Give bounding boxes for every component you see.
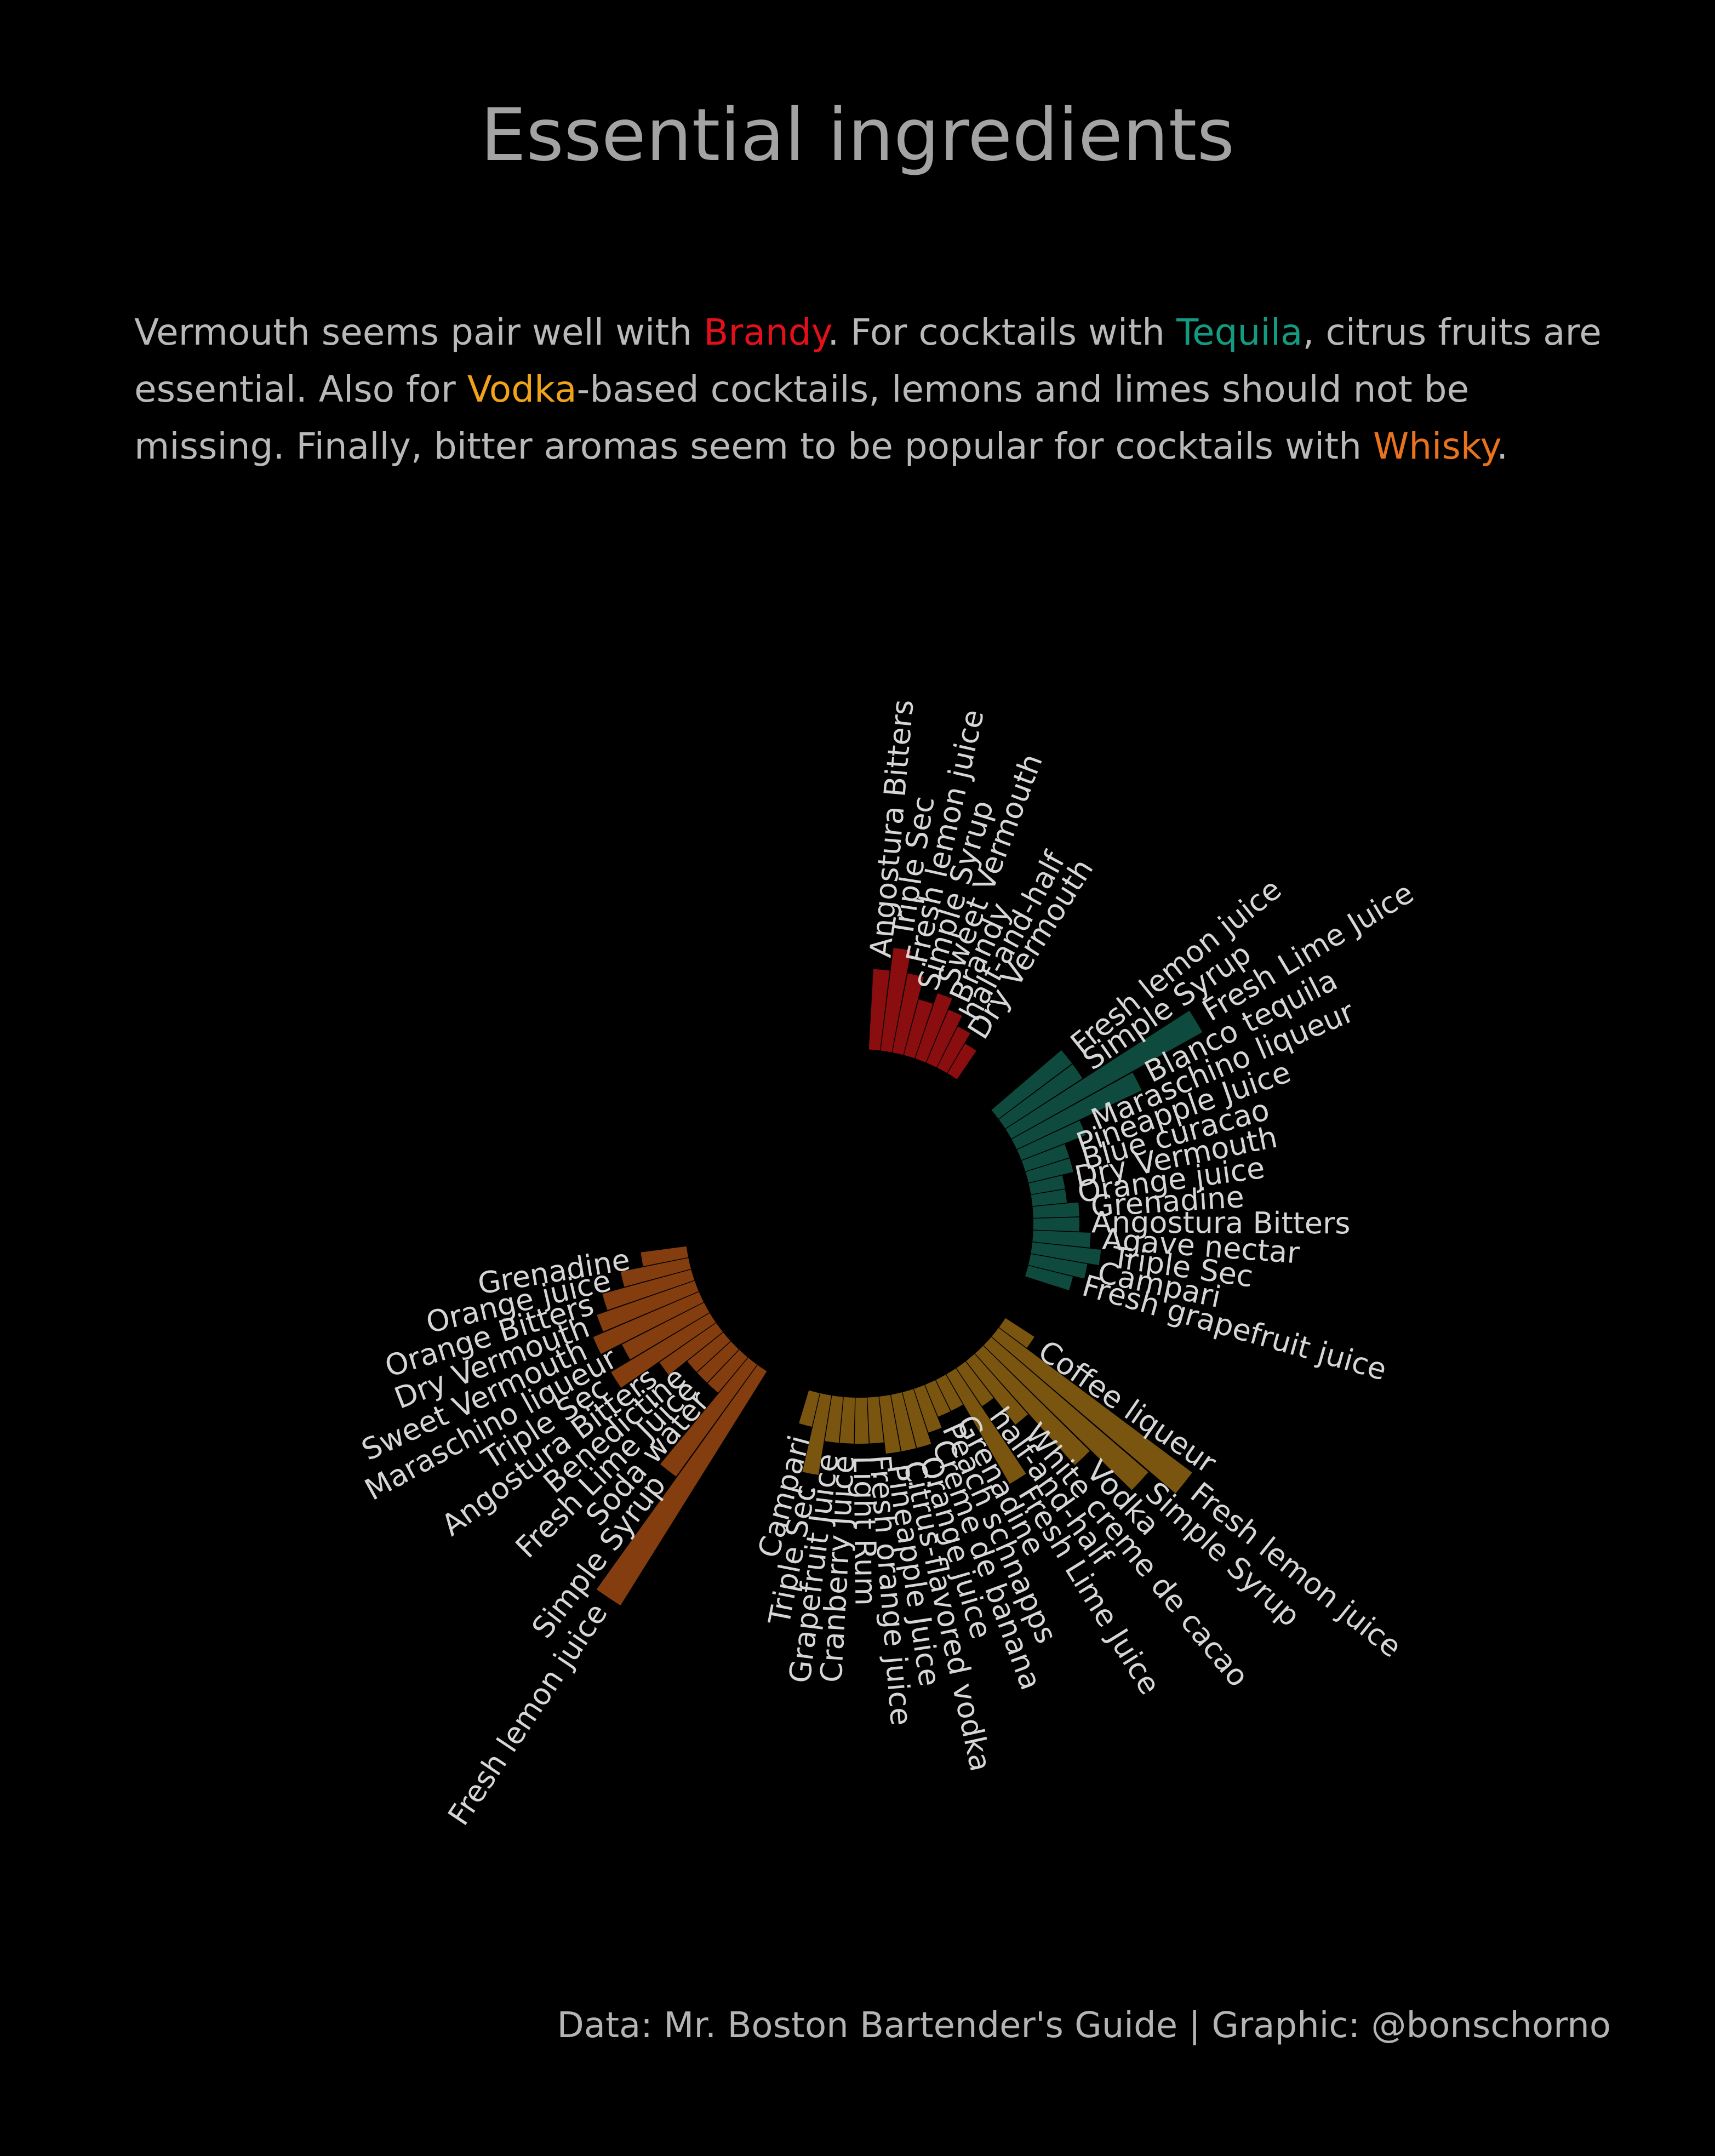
subtitle-text-3: , citrus fruits are essential. Also for xyxy=(134,311,1602,410)
bar-whisky-soda-water xyxy=(707,1349,748,1393)
bar-brandy-half-and-half xyxy=(937,1026,970,1073)
bar-tequila-fresh-lime-juice xyxy=(1005,1010,1203,1139)
bar-vodka-fresh-orange-juice xyxy=(867,1397,884,1444)
bar-tequila-angostura-bitters xyxy=(1033,1217,1079,1232)
highlight-vodka: Vodka xyxy=(467,368,577,410)
bar-whisky-grenadine xyxy=(641,1246,689,1267)
bar-vodka-citrus-flavored-vodka xyxy=(891,1392,916,1451)
subtitle-text-4: -based cocktails, lemons and limes shoul… xyxy=(134,368,1470,467)
bar-whisky-benedictine xyxy=(687,1332,731,1372)
bar-tequila-triple-sec xyxy=(1031,1242,1101,1266)
bar-whisky-angostura-bitters xyxy=(659,1323,723,1375)
bar-tequila-blanco-tequila xyxy=(1011,1072,1142,1150)
subtitle-text-5: . xyxy=(1496,425,1508,467)
bar-vodka-half-and-half xyxy=(956,1361,994,1406)
label-vodka-light-rum: Light Rum xyxy=(847,1456,883,1606)
bar-whisky-dry-vermouth xyxy=(597,1280,699,1332)
bar-whisky-maraschino-liqueur xyxy=(622,1302,710,1360)
bar-tequila-pineapple-juice xyxy=(1021,1144,1070,1171)
bar-tequila-maraschino-liqueur xyxy=(1017,1120,1086,1160)
bar-tequila-agave-nectar xyxy=(1032,1230,1091,1248)
bar-vodka-grenadine xyxy=(936,1374,963,1411)
bar-vodka-cranberry-juice xyxy=(839,1397,855,1444)
label-tequila-angostura-bitters: Angostura Bitters xyxy=(1091,1205,1351,1240)
bar-vodka-fresh-lemon-juice xyxy=(991,1328,1192,1494)
bar-whisky-triple-sec xyxy=(611,1313,716,1388)
bar-vodka-peach-schnapps xyxy=(925,1380,951,1417)
bar-brandy-brandy xyxy=(926,1009,962,1068)
highlight-whisky: Whisky xyxy=(1373,425,1497,467)
highlight-tequila: Tequila xyxy=(1176,311,1303,353)
bar-tequila-grenadine xyxy=(1032,1202,1079,1218)
bar-vodka-fresh-lime-juice xyxy=(946,1368,1026,1484)
bar-vodka-light-rum xyxy=(854,1397,869,1444)
bar-tequila-fresh-lemon-juice xyxy=(991,1050,1072,1119)
bar-vodka-orange-juice xyxy=(902,1389,931,1448)
bar-tequila-campari xyxy=(1028,1254,1088,1279)
chart-bars xyxy=(593,947,1203,1606)
bar-vodka-campari xyxy=(799,1390,820,1427)
bar-vodka-white-creme-de-cacao xyxy=(966,1354,1028,1425)
bar-whisky-simple-syrup xyxy=(660,1358,757,1477)
chart-title: Essential ingredients xyxy=(480,93,1235,178)
label-whisky-fresh-lemon-juice: Fresh lemon juice xyxy=(441,1597,614,1831)
bar-whisky-orange-bitters xyxy=(602,1269,695,1311)
bar-vodka-grapefruit-juice xyxy=(825,1396,843,1443)
bar-tequila-simple-syrup xyxy=(998,1064,1083,1129)
bar-vodka-pineapple-juice xyxy=(879,1394,901,1454)
bar-vodka-coffee-liqueur xyxy=(999,1318,1034,1348)
bar-brandy-dry-vermouth xyxy=(947,1043,976,1079)
bar-brandy-fresh-lemon-juice xyxy=(892,973,924,1055)
subtitle-text-2: . For cocktails with xyxy=(827,311,1176,353)
bar-brandy-triple-sec xyxy=(881,947,911,1053)
bar-tequila-blue-curacao xyxy=(1025,1158,1073,1183)
bar-tequila-dry-vermouth xyxy=(1028,1175,1065,1194)
bar-brandy-angostura-bitters xyxy=(868,969,890,1051)
bar-vodka-triple-sec xyxy=(802,1393,832,1476)
highlight-brandy: Brandy xyxy=(704,311,828,353)
bar-vodka-vodka xyxy=(975,1346,1090,1466)
bar-tequila-orange-juice xyxy=(1031,1189,1067,1206)
subtitle-text-1: Vermouth seems pair well with xyxy=(134,311,704,353)
bar-vodka-simple-syrup xyxy=(984,1337,1148,1490)
bar-whisky-fresh-lemon-juice xyxy=(596,1365,767,1606)
chart-subtitle: Vermouth seems pair well with Brandy. Fo… xyxy=(134,304,1614,475)
bar-vodka-creme-de-banana xyxy=(914,1385,942,1433)
chart-caption: Data: Mr. Boston Bartender's Guide | Gra… xyxy=(557,2005,1611,2046)
bar-brandy-simple-syrup xyxy=(904,999,933,1059)
bar-whisky-fresh-lime-juice xyxy=(697,1341,739,1383)
bar-tequila-fresh-grapefruit-juice xyxy=(1025,1265,1073,1290)
bar-brandy-sweet-vermouth xyxy=(915,993,952,1063)
bar-whisky-sweet-vermouth xyxy=(593,1291,704,1354)
bar-whisky-orange-juice xyxy=(620,1258,691,1287)
